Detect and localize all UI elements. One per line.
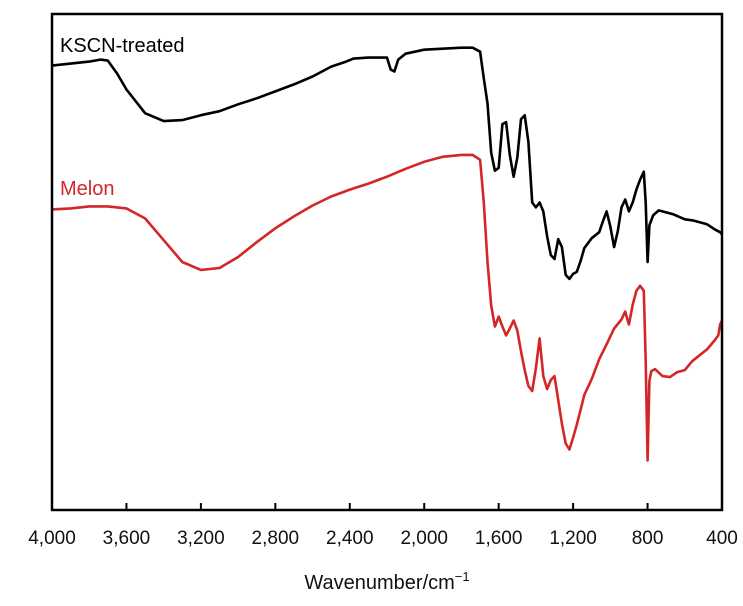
x-tick-label: 2,000	[400, 528, 448, 549]
x-ticks: 4,000 3,600 3,200 2,800 2,400 2,000 1,600 1,200…	[28, 503, 738, 549]
x-tick-label: 3,600	[103, 528, 151, 549]
series-labels: KSCN-treated Melon	[60, 35, 185, 200]
series-label-melon: Melon	[60, 178, 114, 200]
x-tick-label: 1,200	[549, 528, 597, 549]
x-tick-label: 3,200	[177, 528, 225, 549]
x-tick-label: 4,000	[28, 528, 76, 549]
series-layer	[51, 46, 724, 462]
x-tick-label: 1,600	[475, 528, 523, 549]
x-axis-title: Wavenumber/cm−1	[304, 569, 469, 594]
x-tick-label: 800	[632, 528, 664, 549]
series-line-kscn-treated	[51, 46, 723, 281]
series-label-kscn-treated: KSCN-treated	[60, 35, 185, 57]
x-axis-title-main: Wavenumber/cm	[304, 572, 454, 594]
series-line-melon	[51, 153, 724, 462]
x-tick-label: 400	[706, 528, 738, 549]
x-axis-title-superscript: −1	[455, 569, 470, 584]
plot-frame	[50, 12, 724, 512]
x-tick-label: 2,400	[326, 528, 374, 549]
x-tick-label: 2,800	[252, 528, 300, 549]
